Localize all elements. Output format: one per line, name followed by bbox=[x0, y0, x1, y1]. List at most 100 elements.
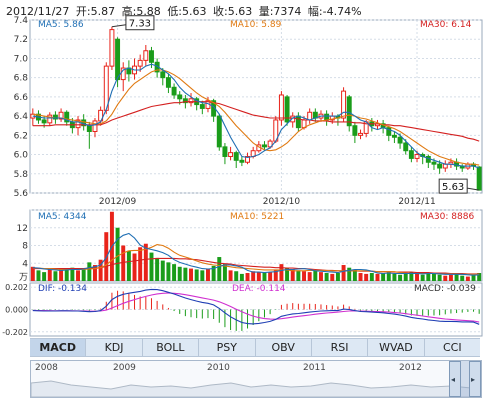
volume-bar bbox=[132, 253, 137, 281]
candle-body bbox=[408, 150, 414, 159]
volume-bar bbox=[115, 227, 120, 281]
max-callout-line bbox=[111, 24, 126, 28]
macd-dea-line bbox=[32, 292, 480, 323]
tab-wvad[interactable]: WVAD bbox=[368, 339, 425, 356]
macd-dif-label: DIF: -0.134 bbox=[38, 284, 87, 294]
volume-bar bbox=[296, 270, 301, 281]
volume-bar bbox=[92, 265, 97, 281]
tab-macd[interactable]: MACD bbox=[30, 339, 87, 356]
candle-body bbox=[165, 77, 171, 88]
volume-bar bbox=[81, 268, 86, 281]
navigator-year-2009: 2009 bbox=[113, 363, 136, 373]
volume-unit-label: 万 bbox=[19, 273, 28, 283]
volume-bar bbox=[443, 275, 448, 281]
tab-psy[interactable]: PSY bbox=[199, 339, 256, 356]
quote-volume: 量:7374 bbox=[258, 5, 302, 18]
volume-y-tick-label: 4 bbox=[22, 259, 28, 269]
volume-bar bbox=[477, 273, 482, 281]
candle-body bbox=[233, 152, 239, 161]
price-ma30-label: MA30: 6.14 bbox=[420, 20, 472, 30]
price-y-tick-label: 5.8 bbox=[14, 170, 29, 180]
macd-panel: 0.202 0.000 -0.202 bbox=[2, 282, 483, 337]
navigator-year-2011: 2011 bbox=[303, 363, 326, 373]
volume-bar bbox=[222, 264, 227, 281]
candle-body bbox=[143, 50, 149, 61]
chevron-left-icon: ◂ bbox=[451, 375, 456, 384]
volume-bar bbox=[330, 273, 335, 281]
volume-bar bbox=[403, 273, 408, 281]
chevron-right-icon: ▸ bbox=[471, 375, 476, 384]
volume-bar bbox=[307, 272, 312, 281]
volume-bar bbox=[217, 257, 222, 281]
price-ma10-line bbox=[32, 69, 480, 166]
candle-body bbox=[41, 119, 47, 124]
volume-bar bbox=[87, 262, 92, 281]
navigator-right-handle[interactable]: ▸ bbox=[469, 361, 481, 397]
candle-body bbox=[341, 90, 347, 119]
volume-bar bbox=[352, 269, 357, 281]
tab-kdj[interactable]: KDJ bbox=[86, 339, 143, 356]
navigator-left-handle[interactable]: ◂ bbox=[449, 361, 461, 397]
candle-body bbox=[177, 94, 183, 100]
price-y-tick-label: 6.4 bbox=[14, 112, 29, 122]
macd-dea-label: DEA: -0.114 bbox=[232, 284, 286, 294]
tab-rsi[interactable]: RSI bbox=[312, 339, 369, 356]
volume-y-tick-label: 12 bbox=[17, 224, 28, 234]
volume-ma10-label: MA10: 5221 bbox=[230, 212, 285, 222]
candle-body bbox=[278, 94, 284, 121]
volume-bar bbox=[369, 273, 374, 281]
price-y-tick-label: 6.0 bbox=[14, 151, 29, 161]
volume-ma10-line bbox=[32, 244, 480, 275]
volume-bar bbox=[64, 269, 69, 281]
macd-y-tick-label: -0.202 bbox=[2, 328, 28, 337]
quote-high: 高:5.88 bbox=[121, 5, 161, 18]
last-price-label: 5.63 bbox=[442, 182, 464, 193]
candle-body bbox=[307, 111, 313, 121]
chart-canvas[interactable]: 5.6 5.8 6.0 6.2 6.4 6.6 6.8 7.0 7.2 7.4 2012/09 201… bbox=[0, 0, 488, 338]
macd-y-tick-label: 0.000 bbox=[5, 306, 28, 315]
volume-bar bbox=[30, 266, 35, 281]
candle-body bbox=[397, 136, 403, 144]
candle-body bbox=[403, 142, 409, 152]
volume-bar bbox=[279, 264, 284, 281]
volume-bar bbox=[335, 273, 340, 281]
volume-panel: 4 8 12 万 bbox=[17, 209, 483, 283]
volume-bar bbox=[415, 273, 420, 281]
last-callout-line bbox=[467, 187, 480, 191]
volume-bar bbox=[155, 257, 160, 281]
candle-body bbox=[182, 98, 188, 104]
time-navigator[interactable]: 2008 2009 2010 2011 2012 ◂ ▸ bbox=[30, 360, 482, 398]
volume-bar bbox=[42, 272, 47, 281]
volume-bar bbox=[386, 272, 391, 281]
volume-bar bbox=[358, 273, 363, 281]
volume-bar bbox=[426, 273, 431, 281]
volume-ma30-line bbox=[32, 257, 480, 275]
volume-bar bbox=[228, 270, 233, 281]
volume-bar bbox=[200, 270, 205, 281]
candle-body bbox=[160, 71, 166, 79]
volume-bar bbox=[47, 269, 52, 281]
volume-bar bbox=[364, 273, 369, 281]
candle-body bbox=[47, 114, 53, 124]
quote-date: 2012/11/27 bbox=[6, 5, 70, 18]
volume-bar bbox=[324, 273, 329, 281]
volume-bar bbox=[448, 274, 453, 281]
tab-cci[interactable]: CCI bbox=[443, 341, 462, 354]
quote-change: 幅:-4.74% bbox=[307, 5, 362, 18]
tab-boll[interactable]: BOLL bbox=[143, 339, 200, 356]
tab-obv[interactable]: OBV bbox=[256, 339, 312, 356]
candle-body bbox=[188, 98, 194, 104]
volume-bar bbox=[172, 264, 177, 281]
candle-body bbox=[414, 154, 420, 159]
candle-body bbox=[358, 132, 364, 136]
candle-body bbox=[148, 50, 154, 63]
macd-y-tick-label: 0.202 bbox=[5, 283, 28, 292]
volume-bar bbox=[189, 268, 194, 281]
price-y-tick-label: 6.2 bbox=[14, 131, 28, 141]
candle-body bbox=[137, 59, 143, 67]
volume-bar bbox=[245, 273, 250, 281]
volume-bar bbox=[381, 273, 386, 281]
volume-bar bbox=[205, 268, 210, 281]
volume-bar bbox=[392, 273, 397, 281]
volume-bar bbox=[121, 245, 126, 281]
